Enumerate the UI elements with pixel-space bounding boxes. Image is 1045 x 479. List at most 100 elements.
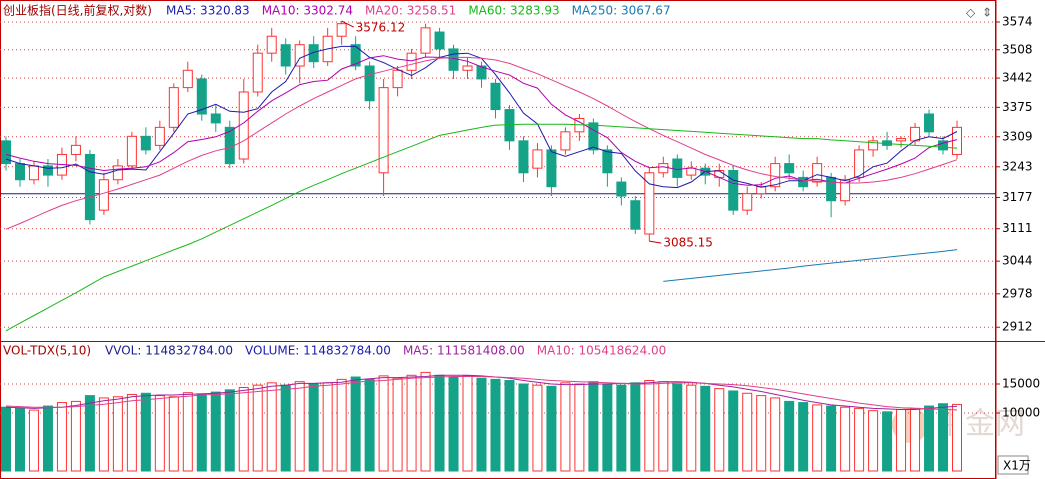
volume-bar <box>42 405 53 472</box>
volume-bar <box>126 393 137 472</box>
candle-body <box>406 52 417 71</box>
volume-bar <box>896 409 907 472</box>
volume-bar <box>546 385 557 472</box>
candle-body <box>840 179 851 202</box>
volume-bar <box>532 384 543 472</box>
volume-bar <box>350 376 361 472</box>
y-tick-label: 2912 <box>1002 320 1033 334</box>
volume-bar <box>56 402 67 472</box>
annotation-arrow <box>649 240 662 244</box>
y-tick-label: 15000 <box>1002 377 1040 391</box>
candle-body <box>644 172 655 235</box>
candle-body <box>532 149 543 169</box>
candle-body <box>812 163 823 183</box>
legend-entry: MA5: 111581408.00 <box>403 344 525 358</box>
candle-body <box>854 149 865 178</box>
unit-label: X1万 <box>1003 459 1031 473</box>
candle-body <box>364 65 375 102</box>
volume-bar <box>154 395 165 472</box>
ma-line <box>5 374 958 410</box>
candle-body <box>686 167 697 176</box>
candle-body <box>350 44 361 67</box>
candle-body <box>112 165 123 181</box>
volume-bar <box>798 402 809 472</box>
candle-body <box>1 140 11 165</box>
y-tick-label: 3574 <box>1002 14 1033 28</box>
candle-body <box>434 31 445 50</box>
candle-body <box>910 126 921 142</box>
annotation: 3576.12 <box>356 21 406 35</box>
volume-bar <box>658 381 669 472</box>
volume-bar <box>28 409 39 472</box>
candle-body <box>238 91 249 160</box>
candle-body <box>70 144 81 155</box>
candle-body <box>308 44 319 63</box>
candle-body <box>770 163 781 188</box>
volume-bar <box>518 383 529 472</box>
volume-bar <box>98 397 109 472</box>
annotation: 3085.15 <box>663 236 713 250</box>
candle-body <box>938 140 949 151</box>
candle-body <box>182 69 193 89</box>
ma-line <box>5 123 958 332</box>
candle-body <box>784 163 795 174</box>
volume-bar <box>196 393 207 472</box>
candle-body <box>168 87 179 128</box>
volume-bar <box>616 384 627 472</box>
candle-body <box>588 122 599 151</box>
candle-body <box>140 135 151 151</box>
icon-resize: ⇕ <box>982 6 992 20</box>
candle-body <box>448 48 459 71</box>
volume-bar <box>938 403 949 472</box>
candle-body <box>672 158 683 178</box>
volume-bar <box>756 395 767 472</box>
volume-bar <box>868 410 879 472</box>
candle-body <box>280 44 291 67</box>
unit-box <box>997 455 1029 475</box>
volume-bar <box>560 382 571 472</box>
candle-body <box>560 131 571 151</box>
ma-line <box>5 56 958 230</box>
legend-entry: MA60: 3283.93 <box>468 4 559 18</box>
candle-body <box>266 35 277 54</box>
volume-bar <box>84 395 95 472</box>
volume-bar <box>462 375 473 472</box>
candle-body <box>798 176 809 188</box>
volume-bar <box>476 377 487 472</box>
volume-bar <box>882 411 893 472</box>
y-tick-label: 3442 <box>1002 71 1033 85</box>
volume-bar <box>238 386 249 472</box>
volume-bar <box>588 381 599 472</box>
candle-body <box>490 82 501 111</box>
volume-bar <box>14 407 25 472</box>
volume-bar <box>630 382 641 472</box>
volume-bar <box>504 380 515 472</box>
candle-body <box>630 200 641 230</box>
volume-bar <box>224 389 235 472</box>
ma-line <box>663 249 958 282</box>
volume-bar <box>812 404 823 472</box>
candle-body <box>462 65 473 71</box>
y-tick-label: 10000 <box>1002 406 1040 420</box>
volume-bar <box>434 374 445 472</box>
candle-body <box>294 44 305 67</box>
volume-bar <box>1 406 11 472</box>
candle-body <box>378 87 389 174</box>
y-tick-label: 3375 <box>1002 100 1033 114</box>
volume-bar <box>308 383 319 472</box>
volume-bar <box>294 381 305 472</box>
candle-body <box>924 113 935 133</box>
candle-body <box>126 135 137 167</box>
volume-bar <box>742 392 753 472</box>
volume-bar <box>168 396 179 472</box>
candle-body <box>896 138 907 142</box>
volume-bar <box>378 375 389 472</box>
candle-body <box>518 140 529 174</box>
legend-entry: VOLUME: 114832784.00 <box>245 344 391 358</box>
legend-entry: MA10: 105418624.00 <box>537 344 667 358</box>
candle-body <box>756 186 767 195</box>
volume-bar <box>952 403 962 472</box>
candle-body <box>728 169 739 211</box>
volume-bar <box>574 383 585 472</box>
